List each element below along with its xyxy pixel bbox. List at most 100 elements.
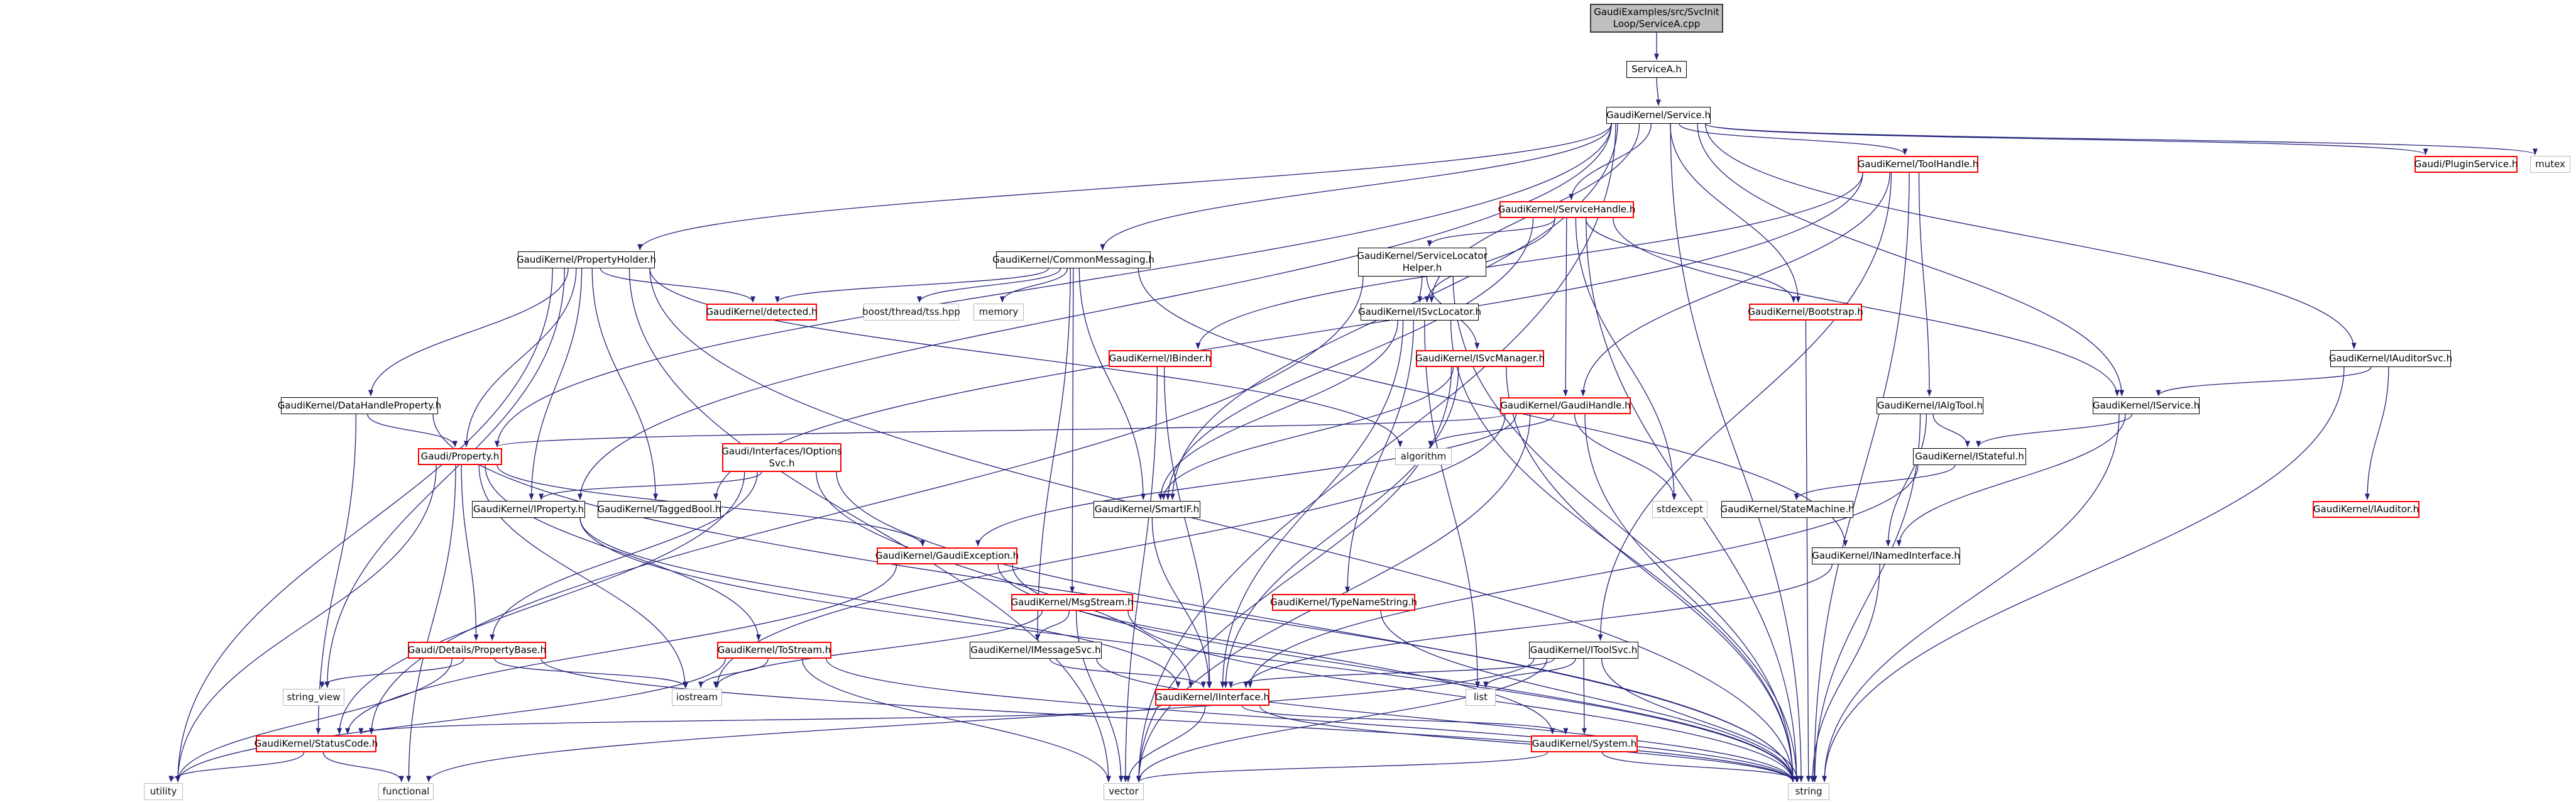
include-edge-itoolsvc-to-string [1601,658,1800,783]
include-edge-propertybase-to-string_view [319,658,464,688]
include-edge-tostream-to-iostream [698,658,769,688]
graph-node-isvcmanager[interactable]: GaudiKernel/ISvcManager.h [1415,350,1545,367]
graph-node-iostream[interactable]: iostream [672,689,722,706]
graph-node-iinterface[interactable]: GaudiKernel/IInterface.h [1155,689,1269,706]
graph-node-svclochelper[interactable]: GaudiKernel/ServiceLocator Helper.h [1357,248,1488,277]
graph-node-smartif[interactable]: GaudiKernel/SmartIF.h [1093,501,1200,518]
graph-node-string[interactable]: string [1788,783,1829,800]
include-edge-system-to-vector [1136,752,1548,783]
graph-node-iservice[interactable]: GaudiKernel/IService.h [2093,397,2200,414]
include-edge-svclochelper-to-string [1452,276,1795,783]
include-edge-toolhandle-to-ialgtool [1918,172,1932,397]
include-edge-commonmessaging-to-inamedinterface [1137,268,1848,547]
include-edge-propertybase-to-string [540,658,1795,783]
include-edge-inamedinterface-to-string [1810,564,1880,783]
include-edge-isvclocator-to-smartif [1158,320,1398,500]
graph-node-functional[interactable]: functional [378,783,434,800]
include-edge-iauditorsvc-to-iauditor [2364,366,2389,500]
include-edge-service_h-to-propertyholder [637,123,1612,251]
graph-node-ioptionssvc[interactable]: Gaudi/Interfaces/IOptions Svc.h [721,443,842,472]
include-edge-service_h-to-bootstrap [1670,123,1801,303]
graph-node-bootstrap[interactable]: GaudiKernel/Bootstrap.h [1748,304,1863,321]
include-edge-servicehandle-to-gaudihandle [1563,217,1569,397]
graph-node-vector[interactable]: vector [1104,783,1144,800]
include-edge-ioptionssvc-to-string [836,471,1795,783]
graph-node-memory[interactable]: memory [973,304,1024,321]
include-edge-itoolsvc-to-functional [426,658,1535,783]
graph-node-ialgtool[interactable]: GaudiKernel/IAlgTool.h [1877,397,1983,414]
graph-node-property[interactable]: Gaudi/Property.h [418,448,502,465]
graph-node-stdexcept[interactable]: stdexcept [1652,501,1707,518]
graph-node-iauditorsvc[interactable]: GaudiKernel/IAuditorSvc.h [2329,350,2452,367]
include-edge-system-to-string [1601,752,1800,783]
graph-node-isvclocator[interactable]: GaudiKernel/ISvcLocator.h [1358,304,1481,321]
include-edge-tostream-to-vector [801,658,1111,783]
include-edge-isvcmanager-to-string [1506,366,1795,783]
include-edge-propertyholder-to-detected [600,268,755,303]
include-edge-service_h-to-vector [1136,123,1616,783]
include-edge-msgstream-to-imessagesvc [1034,610,1070,641]
include-edge-servicehandle-to-stdexcept [1575,217,1677,500]
include-edge-iproperty-to-iinterface [579,517,1181,688]
graph-node-ibinder[interactable]: GaudiKernel/IBinder.h [1109,350,1212,367]
include-edge-property-to-utility [175,464,437,783]
graph-node-tss[interactable]: boost/thread/tss.hpp [862,304,960,321]
include-edge-gaudihandle-to-iostream [715,414,1506,688]
include-edge-gaudiexception-to-statuscode [345,564,897,735]
graph-node-gaudiexception[interactable]: GaudiKernel/GaudiException.h [875,547,1019,564]
include-edge-toolhandle-to-string [1811,172,1910,783]
include-edge-propertyholder-to-property [464,268,577,448]
graph-node-typenamestring[interactable]: GaudiKernel/TypeNameString.h [1270,594,1417,611]
graph-node-imessagesvc[interactable]: GaudiKernel/IMessageSvc.h [970,642,1102,659]
include-edge-isvclocator-to-list [1424,320,1481,688]
include-edge-property-to-functional [406,464,456,783]
include-edge-imessagesvc-to-string [1096,658,1795,783]
graph-node-itoolsvc[interactable]: GaudiKernel/IToolSvc.h [1529,642,1638,659]
graph-node-tostream[interactable]: GaudiKernel/ToStream.h [717,642,831,659]
graph-node-commonmessaging[interactable]: GaudiKernel/CommonMessaging.h [992,251,1154,268]
include-edge-propertybase-to-iostream [494,658,689,688]
include-edge-service_h-to-string [1670,123,1804,783]
graph-node-istateful[interactable]: GaudiKernel/IStateful.h [1913,448,2026,465]
graph-node-datahandleprop[interactable]: GaudiKernel/DataHandleProperty.h [278,397,441,414]
graph-node-list[interactable]: list [1466,689,1496,706]
include-edge-commonmessaging-to-msgstream [1070,268,1075,593]
graph-node-main[interactable]: GaudiExamples/src/SvcInit Loop/ServiceA.… [1590,4,1723,33]
graph-node-toolhandle[interactable]: GaudiKernel/ToolHandle.h [1858,156,1978,173]
graph-node-propertyholder[interactable]: GaudiKernel/PropertyHolder.h [517,251,656,268]
include-edge-svclochelper-to-isvclocator [1417,276,1423,303]
graph-node-service_h[interactable]: GaudiKernel/Service.h [1606,107,1711,124]
include-edge-propertyholder-to-datahandleprop [368,268,569,397]
include-edge-iservice-to-istateful [1976,414,2133,448]
graph-node-pluginservice[interactable]: Gaudi/PluginService.h [2414,156,2518,173]
graph-node-propertybase[interactable]: Gaudi/Details/PropertyBase.h [408,642,546,659]
include-edge-msgstream-to-iostream [713,610,1043,688]
include-edge-itoolsvc-to-list [1483,658,1576,688]
graph-node-iauditor[interactable]: GaudiKernel/IAuditor.h [2313,501,2420,518]
include-edge-service_h-to-iauditorsvc [1705,123,2357,349]
graph-node-algorithm[interactable]: algorithm [1395,448,1452,465]
include-edge-inamedinterface-to-iinterface [1243,564,1833,688]
graph-node-statemachine[interactable]: GaudiKernel/StateMachine.h [1721,501,1854,518]
graph-node-iproperty[interactable]: GaudiKernel/IProperty.h [472,501,585,518]
graph-node-statuscode[interactable]: GaudiKernel/StatusCode.h [255,735,378,752]
graph-node-gaudihandle[interactable]: GaudiKernel/GaudiHandle.h [1500,397,1631,414]
graph-node-detected[interactable]: GaudiKernel/detected.h [706,304,818,321]
graph-node-system[interactable]: GaudiKernel/System.h [1531,735,1638,752]
include-edge-service_h-to-commonmessaging [1100,123,1613,251]
graph-node-servicea_h[interactable]: ServiceA.h [1626,61,1687,78]
graph-node-msgstream[interactable]: GaudiKernel/MsgStream.h [1011,594,1134,611]
include-edge-iproperty-to-string [579,517,1795,783]
include-edge-commonmessaging-to-smartif [1078,268,1146,500]
graph-node-taggedbool[interactable]: GaudiKernel/TaggedBool.h [598,501,721,518]
include-edge-msgstream-to-vector [1075,610,1124,783]
graph-node-mutex[interactable]: mutex [2530,156,2570,173]
include-edge-service_h-to-property [495,123,1612,448]
graph-node-inamedinterface[interactable]: GaudiKernel/INamedInterface.h [1812,547,1960,564]
graph-node-servicehandle[interactable]: GaudiKernel/ServiceHandle.h [1498,201,1635,218]
graph-node-string_view[interactable]: string_view [283,689,344,706]
include-edge-commonmessaging-to-detected [774,268,1049,303]
graph-node-utility[interactable]: utility [144,783,183,800]
